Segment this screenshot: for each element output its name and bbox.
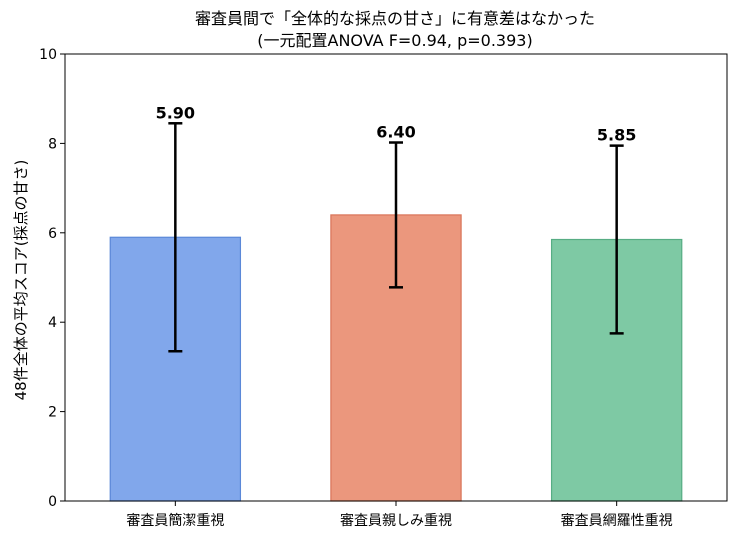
data-label: 5.90 [156,103,195,122]
y-tick-label: 10 [39,47,57,63]
x-tick-label: 審査員簡潔重視 [126,513,224,529]
x-tick-label: 審査員親しみ重視 [340,513,452,529]
chart-title: 審査員間で「全体的な採点の甘さ」に有意差はなかった [195,9,595,28]
y-tick-label: 6 [48,226,57,242]
y-tick-label: 0 [48,494,57,510]
data-label: 6.40 [376,123,415,142]
y-axis-label: 48件全体の平均スコア(採点の甘さ) [12,160,30,401]
y-tick-label: 2 [48,405,57,421]
x-tick-label: 審査員網羅性重視 [561,513,673,529]
y-tick-label: 8 [48,136,57,152]
plot-area: 0 2 4 6 8 10 5.90 審査員簡潔重視 6.40 審査員親しみ重視 5.85 審査員網羅性… [39,47,683,529]
chart-subtitle: (一元配置ANOVA F=0.94, p=0.393) [257,31,532,50]
axes-frame [64,53,728,502]
data-label: 5.85 [597,126,636,145]
y-tick-label: 4 [48,315,57,331]
